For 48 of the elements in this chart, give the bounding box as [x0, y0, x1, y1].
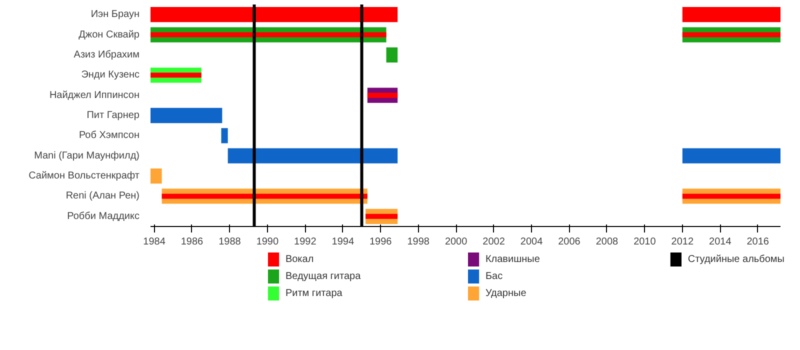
- legend-label: Клавишные: [485, 254, 540, 265]
- x-tick-label: 2016: [746, 236, 770, 248]
- legend-label: Бас: [485, 271, 503, 282]
- x-tick-label: 1994: [332, 236, 354, 248]
- legend-label: Студийные альбомы: [688, 254, 784, 265]
- legend-label: Ритм гитара: [285, 288, 343, 299]
- bar: [682, 32, 780, 38]
- y-tick-label: Найджел Иппинсон: [49, 90, 140, 101]
- x-tick-label: 2000: [444, 236, 468, 248]
- y-tick-label: Mani (Гари Маунфилд): [34, 150, 140, 162]
- x-tick-label: 1990: [256, 236, 280, 248]
- y-tick-label: Саймон Вольстенкрафт: [28, 170, 140, 182]
- x-tick-label: 2010: [634, 236, 656, 248]
- y-tick-label: Азиз Ибрахим: [74, 49, 140, 60]
- y-tick-label: Робби Маддикс: [67, 210, 140, 222]
- x-tick-label: 2014: [709, 236, 732, 248]
- x-tick-label: 2006: [558, 236, 581, 248]
- y-tick-label: Роб Хэмпсон: [78, 130, 140, 142]
- y-tick-label: Иэн Браун: [90, 9, 140, 20]
- bar: [386, 47, 398, 63]
- bar: [150, 108, 222, 124]
- x-tick-label: 2002: [482, 236, 506, 248]
- bar: [150, 32, 386, 38]
- y-tick-label: Reni (Алан Рен): [66, 190, 140, 202]
- x-tick-label: 2012: [671, 236, 694, 248]
- bar: [221, 128, 228, 144]
- x-tick-label: 1996: [369, 236, 392, 248]
- bar: [367, 92, 398, 98]
- bar: [150, 7, 398, 22]
- x-tick-label: 2004: [520, 236, 544, 248]
- x-tick-label: 2008: [596, 236, 619, 248]
- bar: [162, 194, 368, 199]
- x-tick-label: 1988: [218, 236, 242, 248]
- bar: [150, 168, 162, 184]
- bar: [228, 148, 398, 164]
- legend-label: Вокал: [285, 254, 314, 265]
- x-tick-label: 1986: [180, 236, 204, 248]
- legend-label: Ведущая гитара: [285, 271, 362, 282]
- legend-label: Ударные: [485, 288, 527, 299]
- bar: [150, 72, 202, 78]
- y-tick-label: Пит Гарнер: [86, 110, 140, 121]
- y-tick-label: Энди Кузенс: [81, 70, 140, 81]
- x-tick-label: 1992: [294, 236, 317, 248]
- bar: [682, 194, 780, 199]
- x-tick-label: 1998: [407, 236, 430, 248]
- x-tick-label: 1984: [143, 236, 166, 248]
- y-tick-label: Джон Сквайр: [78, 29, 140, 40]
- bar: [366, 214, 398, 219]
